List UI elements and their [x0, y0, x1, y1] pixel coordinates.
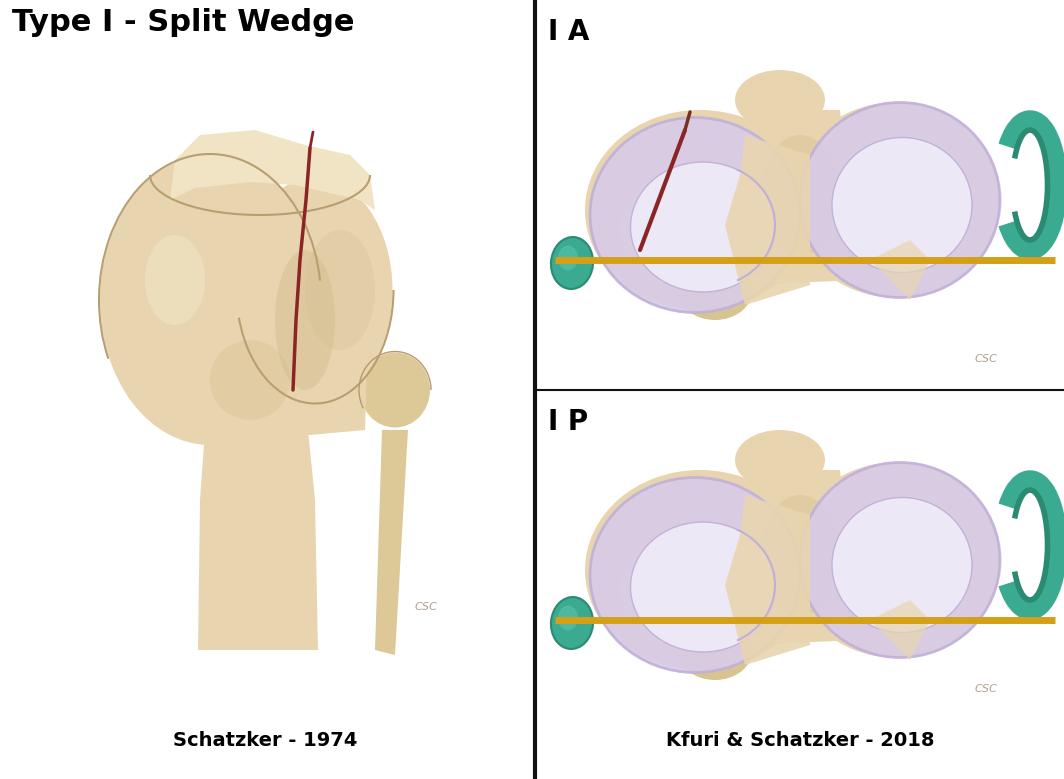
Ellipse shape	[789, 103, 1000, 298]
Polygon shape	[170, 130, 375, 210]
Ellipse shape	[800, 463, 1000, 657]
Ellipse shape	[789, 463, 1000, 657]
Ellipse shape	[551, 597, 593, 649]
Ellipse shape	[305, 230, 375, 350]
Ellipse shape	[832, 138, 972, 273]
Text: I P: I P	[548, 408, 588, 436]
Ellipse shape	[275, 250, 335, 390]
Ellipse shape	[735, 70, 825, 130]
Ellipse shape	[620, 180, 739, 280]
Ellipse shape	[832, 498, 972, 633]
Text: Kfuri & Schatzker - 2018: Kfuri & Schatzker - 2018	[666, 731, 934, 749]
Ellipse shape	[760, 495, 839, 615]
Ellipse shape	[631, 162, 776, 292]
Ellipse shape	[210, 340, 290, 420]
Ellipse shape	[591, 478, 800, 672]
Polygon shape	[870, 240, 930, 300]
Ellipse shape	[558, 245, 578, 270]
Ellipse shape	[735, 430, 825, 490]
Text: CSC: CSC	[415, 602, 438, 612]
Ellipse shape	[585, 110, 815, 310]
Polygon shape	[198, 430, 318, 650]
Text: Schatzker - 1974: Schatzker - 1974	[172, 731, 358, 749]
Ellipse shape	[631, 522, 776, 652]
Ellipse shape	[591, 118, 800, 312]
Text: CSC: CSC	[975, 354, 998, 364]
Text: Type I - Split Wedge: Type I - Split Wedge	[12, 8, 354, 37]
Ellipse shape	[760, 135, 839, 255]
Ellipse shape	[145, 235, 205, 325]
Ellipse shape	[860, 135, 960, 225]
Polygon shape	[750, 110, 855, 285]
Ellipse shape	[360, 353, 430, 428]
Polygon shape	[375, 430, 408, 655]
Polygon shape	[725, 135, 810, 305]
Ellipse shape	[100, 155, 320, 445]
Ellipse shape	[860, 495, 960, 585]
Text: CSC: CSC	[975, 684, 998, 694]
Ellipse shape	[558, 605, 578, 630]
Polygon shape	[725, 495, 810, 665]
Text: I A: I A	[548, 18, 589, 46]
Ellipse shape	[551, 237, 593, 289]
Ellipse shape	[678, 260, 752, 320]
Polygon shape	[870, 600, 930, 660]
Ellipse shape	[585, 470, 815, 670]
Ellipse shape	[237, 178, 393, 403]
Ellipse shape	[620, 540, 739, 640]
Polygon shape	[165, 270, 370, 435]
Ellipse shape	[678, 620, 752, 680]
Ellipse shape	[800, 103, 1000, 298]
Polygon shape	[750, 470, 855, 645]
